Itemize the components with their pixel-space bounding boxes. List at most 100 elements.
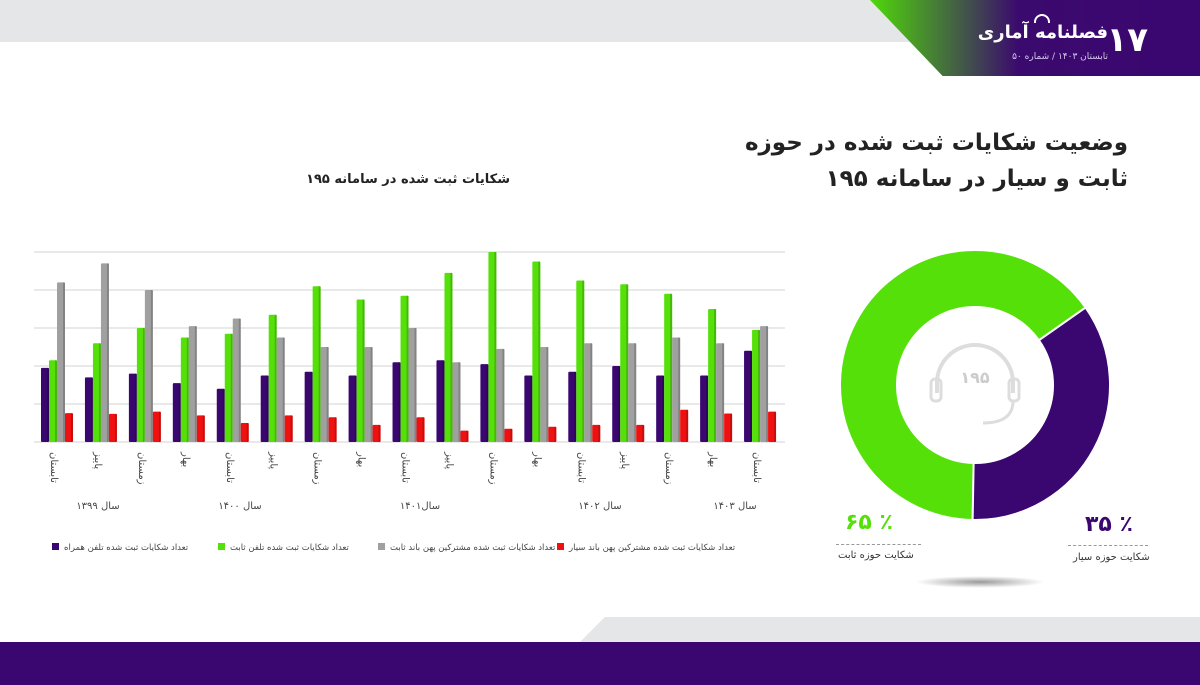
year-label: سال ۱۴۰۰ [218,501,261,512]
bar-shade [71,413,73,442]
bar [636,424,645,442]
x-tick-label: زمستان [663,452,674,485]
x-tick-label: تابستان [48,452,59,483]
bar-shade [574,371,577,442]
bar-shade [326,347,329,442]
x-tick-label: تابستان [224,452,235,483]
bar [260,375,269,442]
bar [656,375,665,442]
x-tick-label: بهار [707,451,718,467]
bar-shade [150,290,153,442]
bar-shade [318,286,321,442]
bar-shade [398,362,401,442]
footer-bar [0,642,1200,685]
bar [284,415,293,442]
bar-shade [554,426,557,442]
bar-shade [230,333,233,442]
bar-shade [362,299,365,442]
headset-icon [935,343,1015,393]
year-label: سال۱۴۰۱ [400,501,440,512]
bar [41,367,49,442]
headset-mic [982,400,1015,425]
bar-shade [598,424,601,442]
headset-ear-left [929,377,943,403]
bar [240,423,249,442]
bar-shade [642,424,645,442]
x-tick-label: تابستان [400,452,411,483]
legend-label: تعداد شکایات ثبت شده مشترکین پهن باند سی… [568,543,736,553]
bar-shade [414,328,417,442]
bar-shade [494,252,497,442]
bar [620,284,629,442]
bar-shade [310,371,313,442]
bar [180,337,189,442]
bar-shade [510,428,513,442]
bar [84,377,93,442]
bar [304,371,313,442]
bar-shade [670,293,673,442]
bar-shade [186,337,189,442]
bar [680,409,689,442]
bar [576,280,585,442]
bar [400,295,409,442]
bar [532,261,541,442]
x-tick-label: پاییز [268,451,279,469]
bar [224,333,233,442]
bar [592,424,601,442]
donut-chart [839,249,1111,521]
bar [760,326,769,442]
bar [172,383,181,442]
x-tick-label: پاییز [92,451,103,469]
legend-swatch [218,543,225,550]
bar-shade [750,350,753,442]
bar [480,364,489,442]
mobile-label: شکایت حوزه سیار [1073,552,1150,563]
legend-label: تعداد شکایات ثبت شده تلفن همراه [64,543,189,553]
bar [752,329,761,442]
bar [152,411,161,442]
bar [136,328,145,442]
bar [100,263,109,442]
bar-shade [686,409,689,442]
bar-shade [466,430,469,442]
bar [268,314,277,442]
bar [372,424,381,442]
bar-shade [626,284,629,442]
x-tick-label: زمستان [487,452,498,485]
x-tick-label: بهار [531,451,542,467]
bar [708,309,717,442]
bar-shade [63,282,65,442]
bar [65,413,73,442]
donut-center-label: ۱۹۵ [960,368,990,387]
bar [504,428,513,442]
bar-shade [202,415,205,442]
page-title: وضعیت شکایات ثبت شده در حوزه ثابت و سیار… [744,130,1128,192]
bar [488,252,497,442]
bar-shade [714,309,717,442]
bar-shade [158,411,161,442]
bar-shade [55,360,57,442]
bar [524,375,533,442]
bar-shade [458,362,461,442]
bar [584,343,593,442]
bar [128,373,137,442]
legend-label: تعداد شکایات ثبت شده مشترکین پهن باند ثا… [390,543,556,553]
bar-shade [98,343,101,442]
header-band [0,0,1000,42]
bar-shade [486,364,489,442]
bar [144,290,153,442]
x-tick-label: پاییز [443,451,454,469]
bar-shade [618,366,621,442]
donut-hole [897,307,1053,463]
bar-shade [290,415,293,442]
x-tick-label: زمستان [312,452,323,485]
bar-shade [582,280,585,442]
bar-shade [590,343,593,442]
bar [196,415,205,442]
bar-shade [354,375,357,442]
bar-chart: تابستان پاییز زمستان بهار تابستان پاییز زمستان… [34,251,785,553]
x-tick-label: زمستان [136,452,147,485]
x-tick-label: تابستان [575,452,586,483]
bar [49,360,57,442]
bar-shade [634,343,637,442]
